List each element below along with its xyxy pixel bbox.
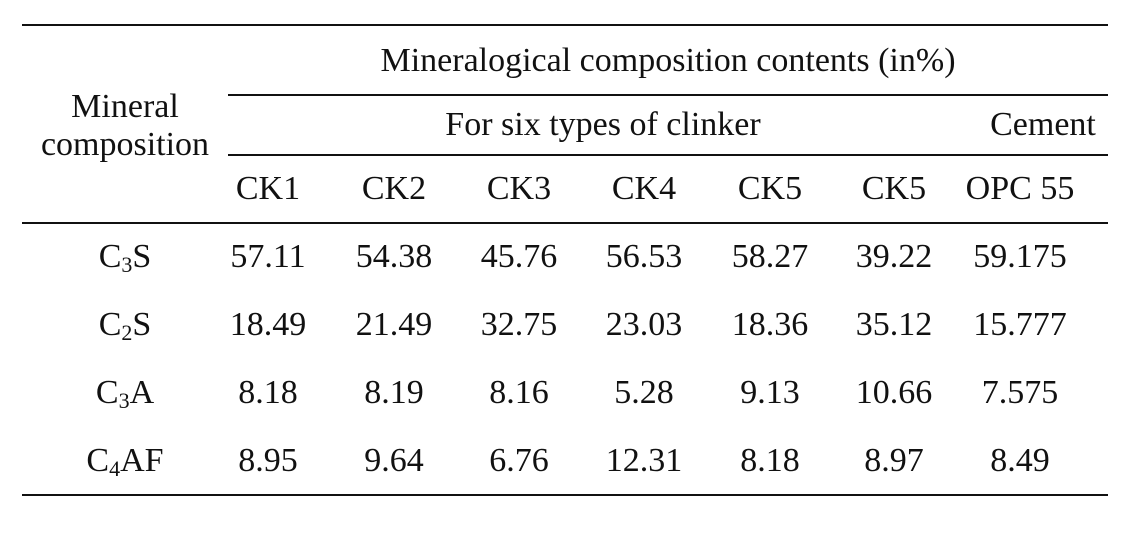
table-cell: 54.38	[355, 238, 433, 275]
table-cell: 8.16	[489, 374, 549, 411]
table-cell: 45.76	[480, 238, 558, 275]
column-header: CK2	[361, 170, 427, 207]
table-cell: 9.13	[740, 374, 800, 411]
table-bottom-rule	[22, 494, 1108, 496]
header-rule-2	[228, 154, 1108, 156]
table-cell: 59.175	[973, 238, 1067, 275]
table-cell: 8.18	[238, 374, 298, 411]
column-header: CK5	[861, 170, 927, 207]
table-cell: 15.777	[973, 306, 1067, 343]
table-cell: 5.28	[614, 374, 674, 411]
table-cell: 21.49	[355, 306, 433, 343]
mineral-header-line-2: composition	[40, 126, 210, 163]
clinker-group-header: For six types of clinker	[445, 106, 761, 143]
header-bottom-rule	[22, 222, 1108, 224]
header-rule-1	[228, 94, 1108, 96]
table-cell: 8.18	[740, 442, 800, 479]
row-label: C3S	[98, 238, 152, 277]
column-header: CK3	[486, 170, 552, 207]
table-cell: 8.49	[990, 442, 1050, 479]
table-top-rule	[22, 24, 1108, 26]
table-cell: 8.97	[864, 442, 924, 479]
cement-group-header: Cement	[990, 106, 1096, 143]
row-label: C2S	[98, 306, 152, 345]
table-cell: 39.22	[855, 238, 933, 275]
table-cell: 23.03	[605, 306, 683, 343]
table-cell: 10.66	[855, 374, 933, 411]
table-cell: 32.75	[480, 306, 558, 343]
table-cell: 9.64	[364, 442, 424, 479]
row-label: C3A	[95, 374, 155, 413]
column-header: CK4	[611, 170, 677, 207]
main-group-header: Mineralogical composition contents (in%)	[380, 42, 956, 79]
mineral-composition-header: Mineral composition	[22, 88, 228, 164]
table-cell: 6.76	[489, 442, 549, 479]
table-cell: 58.27	[731, 238, 809, 275]
table-cell: 18.36	[731, 306, 809, 343]
table-cell: 18.49	[229, 306, 307, 343]
column-header: CK1	[235, 170, 301, 207]
table-cell: 12.31	[605, 442, 683, 479]
table-cell: 57.11	[230, 238, 306, 275]
row-label: C4AF	[86, 442, 164, 481]
table-cell: 56.53	[605, 238, 683, 275]
column-header: OPC 55	[965, 170, 1075, 207]
table-cell: 7.575	[981, 374, 1059, 411]
column-header: CK5	[737, 170, 803, 207]
table-cell: 8.95	[238, 442, 298, 479]
table-cell: 35.12	[855, 306, 933, 343]
table-cell: 8.19	[364, 374, 424, 411]
mineral-header-line-1: Mineral	[71, 88, 179, 125]
